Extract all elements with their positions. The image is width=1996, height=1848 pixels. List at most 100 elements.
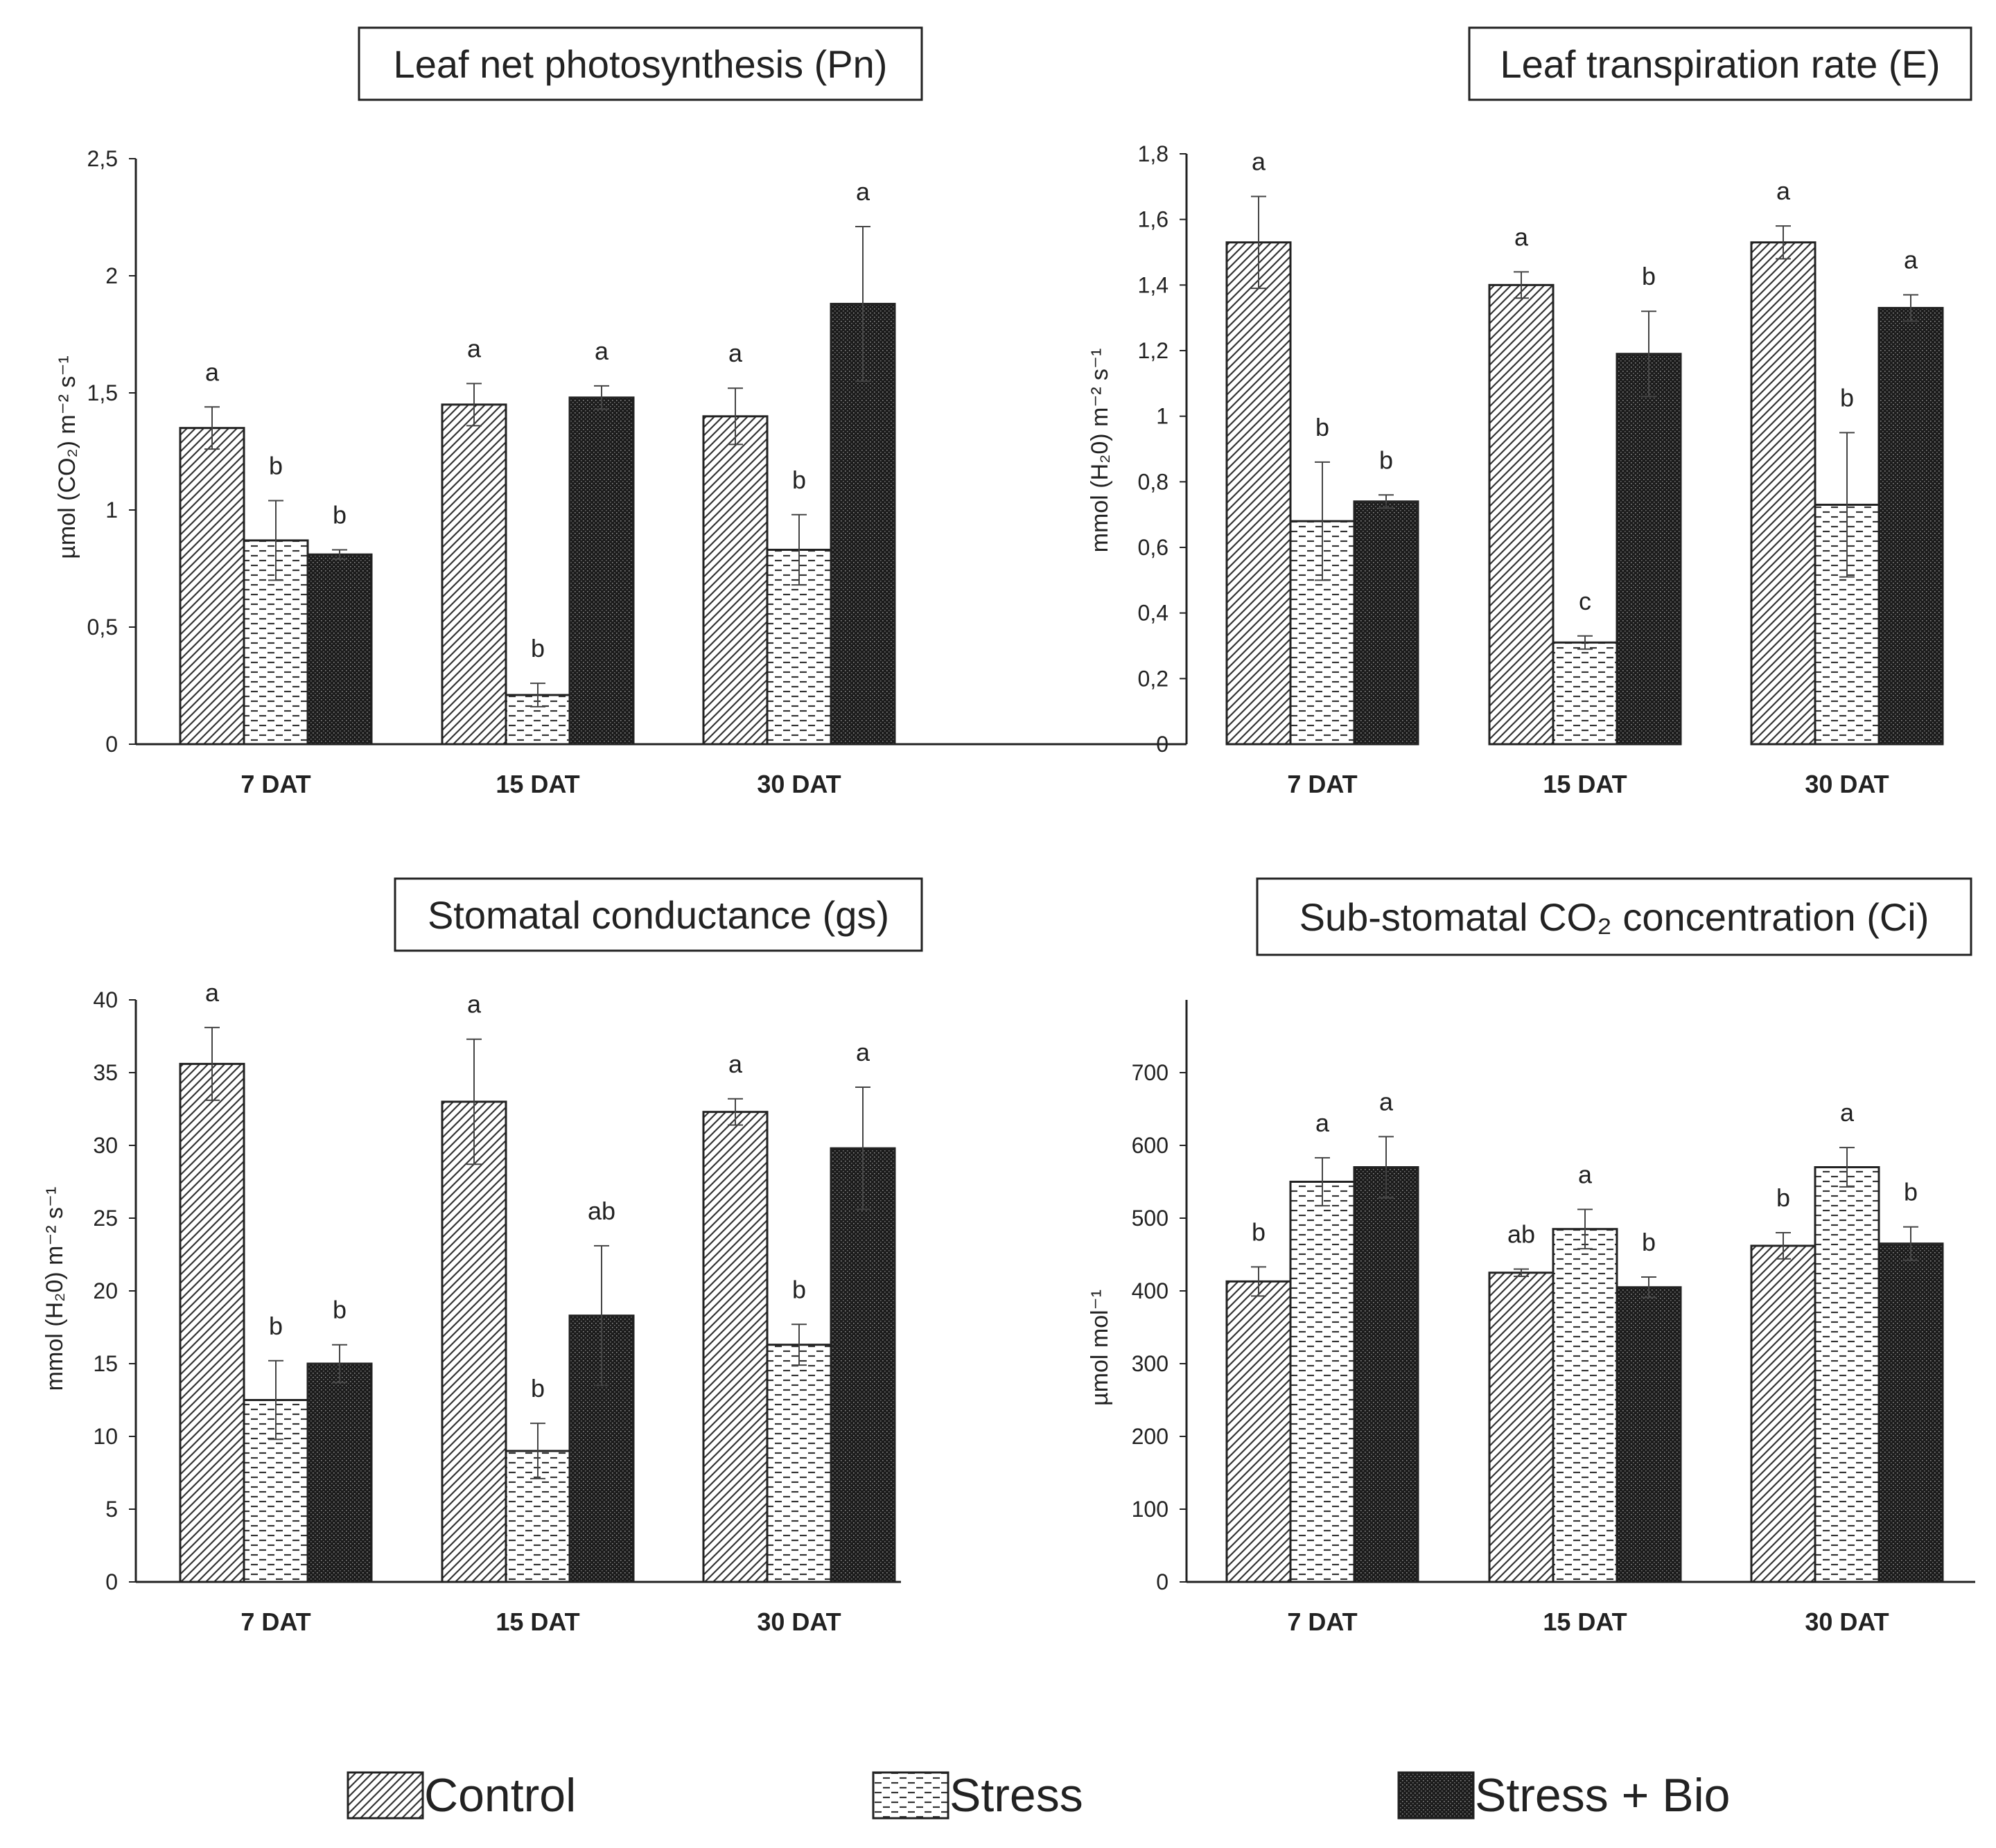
significance-letter: a bbox=[467, 334, 482, 362]
chart-pn-plot: 0 0,5 1 1,5 2 2,5 7 DAT 15 DAT 30 DAT a a a b b b b a a bbox=[87, 146, 901, 798]
significance-letter: a bbox=[1776, 177, 1791, 205]
significance-letter: ab bbox=[1507, 1220, 1535, 1249]
significance-letter: b bbox=[1379, 446, 1393, 474]
y-tick-label: 700 bbox=[1132, 1060, 1168, 1085]
bar bbox=[1814, 1166, 1880, 1583]
chart-pn: Leaf net photosynthesis (Pn) µmol (CO₂) … bbox=[54, 26, 923, 798]
y-tick-label: 10 bbox=[93, 1424, 118, 1449]
chart-pn-title: Leaf net photosynthesis (Pn) bbox=[394, 42, 888, 86]
y-tick-label: 35 bbox=[93, 1060, 118, 1085]
y-tick-label: 1 bbox=[1156, 404, 1168, 429]
bar bbox=[1877, 1242, 1944, 1583]
significance-letter: a bbox=[1252, 148, 1266, 176]
x-tick-label: 7 DAT bbox=[1287, 770, 1357, 798]
chart-ci-ylabel: µmol mol⁻¹ bbox=[1087, 1290, 1113, 1406]
bar bbox=[1353, 1166, 1419, 1583]
chart-gs-ylabel: mmol (H₂0) m⁻² s⁻¹ bbox=[42, 1187, 68, 1391]
y-tick-label: 2 bbox=[105, 263, 118, 288]
chart-ci-plot: 0 100 200 300 400 500 600 700 7 DAT 15 DAT 30 DAT b… bbox=[1132, 1000, 1975, 1636]
significance-letter: ab bbox=[588, 1197, 615, 1225]
significance-letter: b bbox=[531, 1374, 545, 1402]
bar bbox=[306, 1362, 373, 1583]
x-tick-label: 30 DAT bbox=[757, 1608, 841, 1636]
bar bbox=[1552, 1228, 1618, 1583]
chart-gs-title-box bbox=[394, 877, 923, 952]
y-tick-label: 0 bbox=[1156, 732, 1168, 757]
chart-ci-title-box bbox=[1256, 877, 1972, 956]
y-tick-label: 40 bbox=[93, 987, 118, 1012]
y-tick-label: 2,5 bbox=[87, 146, 118, 171]
y-tick-label: 0,5 bbox=[87, 615, 118, 640]
significance-letter: b bbox=[333, 1296, 347, 1324]
legend: Control Stress Stress + Bio bbox=[347, 1769, 1731, 1822]
x-tick-label: 30 DAT bbox=[1805, 1608, 1889, 1636]
bar bbox=[306, 553, 373, 746]
bar bbox=[830, 1147, 896, 1583]
x-tick-label: 15 DAT bbox=[1543, 770, 1627, 798]
bar bbox=[1225, 241, 1292, 746]
legend-swatch-stress bbox=[872, 1771, 949, 1820]
bar bbox=[1488, 283, 1555, 746]
chart-e-title-box bbox=[1468, 26, 1972, 101]
y-tick-label: 5 bbox=[105, 1497, 118, 1522]
significance-letter: b bbox=[1776, 1183, 1790, 1212]
y-tick-label: 20 bbox=[93, 1278, 118, 1303]
bar bbox=[1289, 1181, 1356, 1583]
bar bbox=[1225, 1280, 1292, 1583]
y-tick-label: 0 bbox=[105, 1569, 118, 1594]
bar bbox=[1353, 500, 1419, 746]
bar bbox=[441, 403, 507, 746]
x-tick-label: 15 DAT bbox=[496, 1608, 579, 1636]
chart-e: Leaf transpiration rate (E) mmol (H₂0) m… bbox=[901, 26, 1972, 798]
significance-letter: a bbox=[728, 339, 743, 367]
y-tick-label: 1,8 bbox=[1138, 141, 1168, 166]
chart-ci: Sub-stomatal CO₂ concentration (Ci) µmol… bbox=[1087, 877, 1975, 1636]
x-tick-label: 7 DAT bbox=[240, 770, 310, 798]
chart-pn-ylabel: µmol (CO₂) m⁻² s⁻¹ bbox=[54, 355, 80, 558]
significance-letter: b bbox=[269, 451, 283, 479]
y-tick-label: 0 bbox=[1156, 1569, 1168, 1594]
significance-letter: b bbox=[1904, 1178, 1918, 1206]
y-tick-label: 0,8 bbox=[1138, 469, 1168, 494]
significance-letter: a bbox=[1578, 1160, 1593, 1188]
y-tick-label: 30 bbox=[93, 1133, 118, 1158]
bar bbox=[1616, 1286, 1682, 1583]
significance-letter: a bbox=[856, 177, 870, 206]
significance-letter: b bbox=[333, 500, 347, 529]
significance-letter: a bbox=[595, 337, 609, 365]
y-tick-label: 1,6 bbox=[1138, 207, 1168, 232]
significance-letter: a bbox=[1514, 222, 1529, 251]
significance-letter: b bbox=[531, 634, 545, 662]
y-tick-label: 0 bbox=[105, 732, 118, 757]
legend-swatch-stress-bio bbox=[1397, 1771, 1475, 1820]
chart-e-plot: 0 0,2 0,4 0,6 0,8 1 1,2 1,4 1,6 1,8 7 DAT 15 DAT 30 … bbox=[901, 141, 1944, 798]
significance-letter: a bbox=[1840, 1098, 1855, 1127]
y-tick-label: 1,4 bbox=[1138, 272, 1168, 297]
bar bbox=[1750, 241, 1816, 746]
y-tick-label: 1,2 bbox=[1138, 338, 1168, 363]
y-tick-label: 600 bbox=[1132, 1133, 1168, 1158]
significance-letter: a bbox=[205, 978, 220, 1007]
significance-letter: b bbox=[269, 1312, 283, 1340]
x-tick-label: 30 DAT bbox=[1805, 770, 1889, 798]
significance-letter: a bbox=[205, 358, 220, 386]
significance-letter: b bbox=[792, 466, 806, 494]
x-tick-label: 15 DAT bbox=[496, 770, 579, 798]
y-tick-label: 200 bbox=[1132, 1424, 1168, 1449]
chart-e-ylabel: mmol (H₂0) m⁻² s⁻¹ bbox=[1087, 349, 1113, 553]
significance-letter: a bbox=[1315, 1109, 1330, 1137]
bar bbox=[1488, 1271, 1555, 1583]
y-tick-label: 25 bbox=[93, 1206, 118, 1231]
bar bbox=[702, 1111, 769, 1583]
x-tick-label: 30 DAT bbox=[757, 770, 841, 798]
significance-letter: b bbox=[1840, 383, 1854, 412]
significance-letter: a bbox=[467, 990, 482, 1019]
chart-gs-title: Stomatal conductance (gs) bbox=[428, 893, 889, 937]
x-tick-label: 7 DAT bbox=[240, 1608, 310, 1636]
y-tick-label: 0,6 bbox=[1138, 535, 1168, 560]
y-tick-label: 300 bbox=[1132, 1351, 1168, 1376]
y-tick-label: 0,2 bbox=[1138, 666, 1168, 691]
significance-letter: a bbox=[856, 1038, 870, 1066]
bar bbox=[1877, 306, 1944, 746]
